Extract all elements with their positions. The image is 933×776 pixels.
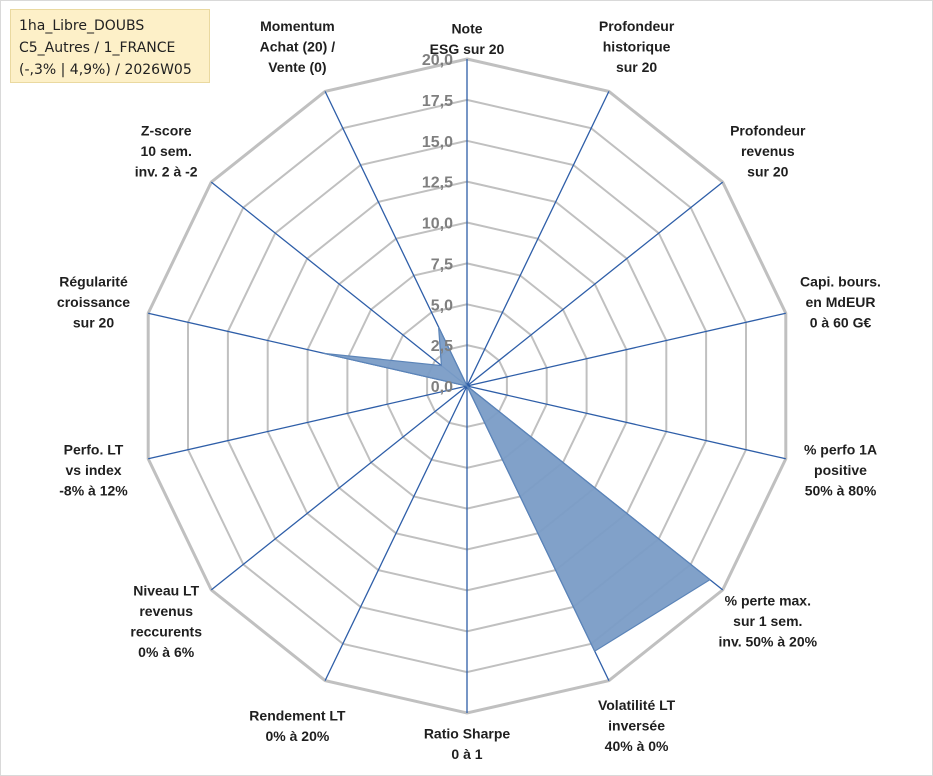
axis-label-line: positive: [814, 462, 867, 478]
axis-label: Momentum Achat (20) / Vente (0): [260, 18, 336, 75]
info-line-2: C5_Autres / 1_FRANCE: [19, 40, 176, 56]
axis-label-line: en MdEUR: [806, 294, 876, 310]
axis-label-line: 0% à 6%: [138, 644, 195, 660]
axis-label-line: Achat (20) /: [260, 38, 336, 54]
axis-label-line: revenus: [741, 143, 795, 159]
axis-spoke: [210, 181, 468, 387]
tick-label: 2,5: [431, 338, 453, 355]
axis-spoke: [466, 385, 786, 460]
axis-label: Volatilité LT inversée 40% à 0%: [598, 697, 676, 754]
axis-label: % perte max. sur 1 sem. inv. 50% à 20%: [719, 593, 818, 650]
axis-label-line: 10 sem.: [141, 143, 192, 159]
axis-label-line: -8% à 12%: [59, 482, 128, 498]
axis-label: Z-score 10 sem. inv. 2 à -2: [135, 122, 198, 179]
axis-label-line: 0 à 1: [451, 746, 482, 762]
axis-label-line: Profondeur: [599, 18, 675, 34]
axis-spoke: [466, 91, 610, 387]
axis-label: Profondeur revenus sur 20: [730, 122, 806, 179]
axis-label-line: sur 1 sem.: [733, 613, 802, 629]
tick-label: 20,0: [422, 52, 453, 69]
axis-label-line: sur 20: [616, 59, 657, 75]
axis-label-line: Z-score: [141, 122, 192, 138]
axis-label-line: ESG sur 20: [430, 41, 505, 57]
tick-label: 5,0: [431, 297, 453, 314]
series-layer: [323, 326, 711, 653]
tick-label: 15,0: [422, 134, 453, 151]
axis-label-line: Perfo. LT: [64, 441, 124, 457]
axis-label-line: % perte max.: [725, 593, 811, 609]
axis-label: Ratio Sharpe 0 à 1: [424, 725, 511, 762]
axis-label-line: 0 à 60 G€: [810, 315, 872, 331]
axis-spoke: [466, 312, 786, 387]
axis-label-line: reccurents: [130, 623, 202, 639]
axis-label-line: Régularité: [59, 274, 128, 290]
axis-label-line: inv. 2 à -2: [135, 163, 198, 179]
axis-label-line: sur 20: [73, 315, 114, 331]
axis-label-line: Ratio Sharpe: [424, 725, 511, 741]
axis-label-line: vs index: [65, 462, 121, 478]
axis-label: Rendement LT 0% à 20%: [249, 707, 346, 744]
axis-label-line: Rendement LT: [249, 707, 346, 723]
axis-spoke: [210, 385, 468, 591]
axis-label-line: Profondeur: [730, 122, 806, 138]
axis-label-line: 40% à 0%: [605, 738, 669, 754]
tick-label: 10,0: [422, 216, 453, 233]
info-box: 1ha_Libre_DOUBS C5_Autres / 1_FRANCE (-,…: [10, 9, 210, 83]
tick-label: 17,5: [422, 93, 453, 110]
axis-spoke: [466, 181, 724, 387]
axis-label-line: 50% à 80%: [805, 482, 877, 498]
axis-label: Note ESG sur 20: [430, 20, 505, 57]
axis-label: Niveau LT revenus reccurents 0% à 6%: [130, 582, 202, 660]
axis-label-line: Volatilité LT: [598, 697, 676, 713]
axis-spoke: [324, 385, 468, 681]
axis-label-line: Capi. bours.: [800, 274, 881, 290]
axis-label-line: 0% à 20%: [265, 728, 329, 744]
tick-label: 12,5: [422, 175, 453, 192]
label-layer: Note ESG sur 20 Profondeur historique sur 20…: [57, 18, 881, 762]
axis-label: Profondeur historique sur 20: [599, 18, 675, 75]
tick-layer: 0,0 2,5 5,0 7,5 10,0 12,5 15,0 17,5 20,0: [422, 52, 453, 396]
axis-label: Capi. bours. en MdEUR 0 à 60 G€: [800, 274, 881, 331]
axis-label-line: % perfo 1A: [804, 441, 877, 457]
tick-label: 7,5: [431, 256, 453, 273]
axis-label-line: sur 20: [747, 163, 788, 179]
axis-label-line: revenus: [139, 603, 193, 619]
axis-spoke: [148, 385, 468, 460]
axis-label-line: inversée: [608, 718, 665, 734]
info-line-1: 1ha_Libre_DOUBS: [19, 18, 145, 34]
axis-label: % perfo 1A positive 50% à 80%: [804, 441, 877, 498]
axis-label-line: Niveau LT: [133, 582, 199, 598]
spoke-layer: [148, 59, 786, 713]
axis-label: Perfo. LT vs index -8% à 12%: [59, 441, 128, 498]
axis-label-line: croissance: [57, 294, 130, 310]
axis-label-line: Note: [451, 20, 482, 36]
axis-label: Régularité croissance sur 20: [57, 274, 130, 331]
axis-label-line: inv. 50% à 20%: [719, 634, 818, 650]
tick-label: 0,0: [431, 379, 453, 396]
axis-label-line: historique: [603, 38, 671, 54]
axis-label-line: Momentum: [260, 18, 335, 34]
series-area: [323, 326, 711, 653]
info-line-3: (-,3% | 4,9%) / 2026W05: [19, 62, 192, 78]
axis-label-line: Vente (0): [268, 59, 326, 75]
